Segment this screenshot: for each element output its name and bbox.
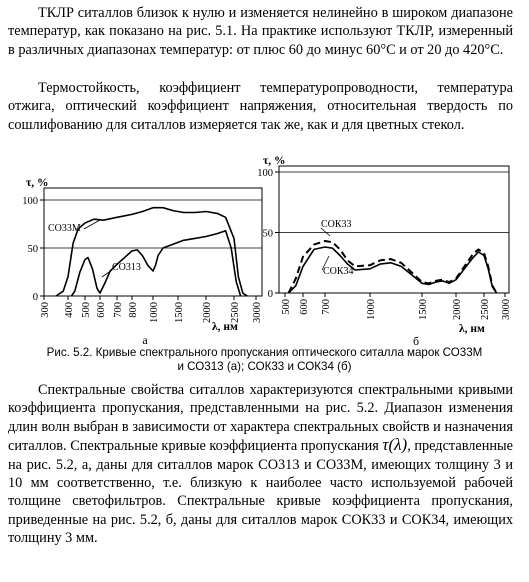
x-tick-label: 400 — [64, 302, 75, 318]
series-leader-line — [101, 269, 113, 278]
series-line-сок33 — [287, 240, 498, 294]
y-tick-label: 100 — [257, 168, 273, 179]
plot-frame — [278, 165, 510, 294]
y-axis-label: τ, % — [26, 177, 49, 189]
y-tick-label: 0 — [33, 292, 38, 303]
x-tick-label: 700 — [113, 302, 124, 318]
series-leader-line — [320, 227, 331, 237]
x-tick-label: 3000 — [252, 302, 263, 323]
x-tick-label: 2000 — [452, 299, 463, 320]
caption-line-1: Рис. 5.2. Кривые спектрального пропускан… — [46, 346, 483, 359]
figure-caption: Рис. 5.2. Кривые спектрального пропускан… — [0, 346, 529, 374]
y-axis-label: τ, % — [263, 155, 286, 167]
series-line-со313 — [70, 229, 242, 297]
series-label: СО313 — [112, 262, 141, 273]
panel-label: б — [413, 334, 419, 346]
y-tick-label: 50 — [263, 229, 274, 240]
panel-label: а — [142, 333, 148, 346]
y-tick-label: 100 — [22, 196, 38, 207]
series-label: СО33М — [48, 223, 81, 234]
x-tick-label: 600 — [96, 302, 107, 318]
x-tick-label: 600 — [299, 299, 310, 315]
x-axis-label: λ, нм — [459, 323, 485, 335]
series-leader-line — [321, 255, 330, 271]
chart-b: 0 50 100 500 600 700 1000 1500 2000 2500 3000 τ, % λ… — [257, 155, 512, 346]
x-axis-label: λ, нм — [212, 321, 238, 333]
x-tick-label: 1000 — [149, 302, 160, 323]
x-tick-label: 3000 — [501, 299, 512, 320]
paragraph-1: ТКЛР ситаллов близок к нулю и изменяется… — [8, 5, 513, 58]
series-label: СОК33 — [321, 219, 352, 230]
paragraph-3: Спектральные свойства ситаллов характери… — [8, 381, 513, 548]
paragraph-3-part-2: , представленные на рис. 5.2, а, даны дл… — [8, 438, 513, 547]
series-leader-line — [83, 219, 101, 230]
x-tick-label: 1500 — [174, 302, 185, 323]
x-tick-label: 500 — [281, 299, 292, 315]
chart-a: 0 50 100 300 400 500 600 700 800 1000 1500 2000 2500… — [22, 177, 263, 346]
caption-line-2: и СО313 (а); СОК33 и СОК34 (б) — [177, 360, 352, 373]
transmittance-formula: τ(λ) — [382, 435, 408, 455]
paragraph-2: Термостойкость, коэффициент температуроп… — [8, 80, 513, 133]
x-tick-label: 2500 — [480, 299, 491, 320]
x-tick-label: 1500 — [418, 299, 429, 320]
x-tick-label: 700 — [321, 299, 332, 315]
x-tick-label: 300 — [40, 302, 51, 318]
x-tick-label: 2000 — [202, 302, 213, 323]
paragraph-3-part-1: Спектральные свойства ситаллов характери… — [8, 382, 513, 455]
x-tick-label: 1000 — [366, 299, 377, 320]
x-tick-label: 2500 — [230, 302, 241, 323]
x-tick-label: 500 — [81, 302, 92, 318]
y-tick-label: 50 — [28, 244, 39, 255]
y-tick-label: 0 — [268, 289, 273, 300]
series-label: СОК34 — [323, 266, 354, 277]
series-line-сок34 — [288, 246, 498, 294]
series-line-со33м — [55, 206, 248, 297]
x-tick-label: 800 — [128, 302, 139, 318]
